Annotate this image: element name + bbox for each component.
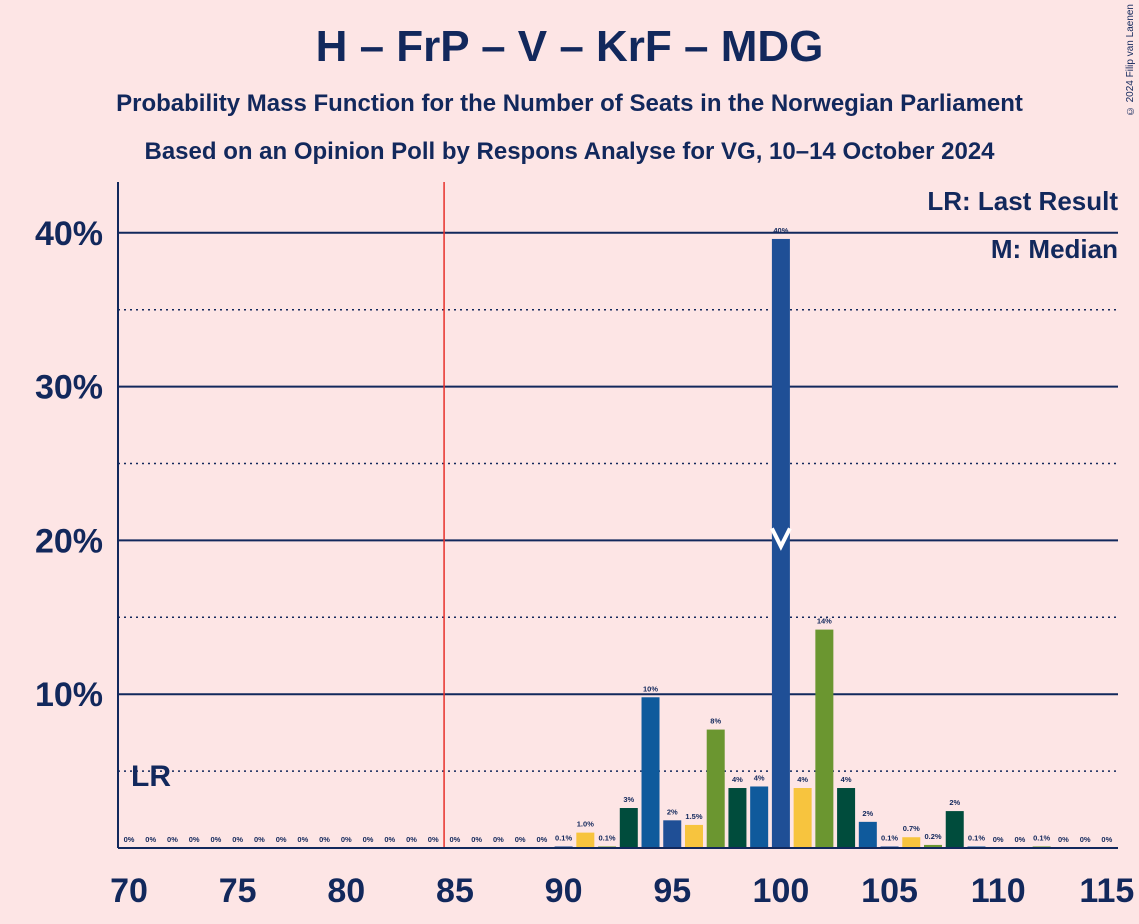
x-tick-label: 70 <box>110 872 148 910</box>
y-tick-label: 40% <box>35 215 103 253</box>
y-tick-label: 10% <box>35 676 103 714</box>
chart-title: H – FrP – V – KrF – MDG <box>315 22 824 71</box>
bar-label-72: 0% <box>167 835 178 844</box>
legend-median: M: Median <box>990 234 1118 264</box>
bar-label-76: 0% <box>254 835 265 844</box>
legend-last-result: LR: Last Result <box>927 186 1118 216</box>
bar-102 <box>815 629 834 848</box>
bar-label-101: 4% <box>797 775 808 784</box>
bar-label-96: 1.5% <box>685 812 702 821</box>
bar-label-107: 0.2% <box>924 832 941 841</box>
last-result-label: LR <box>131 760 171 793</box>
bar-label-90: 0.1% <box>555 833 572 842</box>
bar-label-81: 0% <box>363 835 374 844</box>
x-tick-label: 75 <box>219 872 257 910</box>
bar-label-108: 2% <box>949 798 960 807</box>
y-tick-label: 30% <box>35 369 103 407</box>
chart-subtitle-2: Based on an Opinion Poll by Respons Anal… <box>144 138 995 165</box>
bar-104 <box>858 821 877 848</box>
bar-label-113: 0% <box>1058 835 1069 844</box>
bar-label-111: 0% <box>1015 835 1026 844</box>
bar-label-94: 10% <box>643 684 658 693</box>
bar-label-77: 0% <box>276 835 287 844</box>
bar-label-109: 0.1% <box>968 833 985 842</box>
bar-label-98: 4% <box>732 775 743 784</box>
bar-label-92: 0.1% <box>599 833 616 842</box>
bar-106 <box>902 837 921 848</box>
bar-label-86: 0% <box>471 835 482 844</box>
bar-97 <box>706 729 725 848</box>
bar-label-85: 0% <box>450 835 461 844</box>
bar-label-82: 0% <box>384 835 395 844</box>
bar-label-74: 0% <box>210 835 221 844</box>
bar-label-83: 0% <box>406 835 417 844</box>
bar-label-88: 0% <box>515 835 526 844</box>
median-marker <box>770 527 792 551</box>
bar-label-112: 0.1% <box>1033 833 1050 842</box>
bar-98 <box>728 788 747 848</box>
x-tick-label: 95 <box>653 872 691 910</box>
bar-93 <box>619 808 638 848</box>
bar-label-71: 0% <box>145 835 156 844</box>
x-tick-label: 105 <box>861 872 918 910</box>
bar-94 <box>641 697 660 848</box>
bar-96 <box>684 824 703 848</box>
bar-label-102: 14% <box>817 617 832 626</box>
bar-108 <box>945 811 964 848</box>
bar-label-95: 2% <box>667 807 678 816</box>
bar-label-79: 0% <box>319 835 330 844</box>
bar-95 <box>663 820 682 848</box>
bar-label-110: 0% <box>993 835 1004 844</box>
bar-107 <box>924 844 943 848</box>
bar-label-78: 0% <box>297 835 308 844</box>
x-tick-label: 110 <box>971 872 1026 910</box>
bar-label-114: 0% <box>1080 835 1091 844</box>
bar-label-93: 3% <box>623 795 634 804</box>
chart-subtitle: Probability Mass Function for the Number… <box>116 90 1023 117</box>
x-tick-label: 85 <box>436 872 474 910</box>
bar-label-99: 4% <box>754 773 765 782</box>
bar-label-89: 0% <box>536 835 547 844</box>
y-tick-label: 20% <box>35 522 103 560</box>
x-tick-label: 90 <box>545 872 583 910</box>
bar-label-115: 0% <box>1101 835 1112 844</box>
bar-103 <box>837 788 856 848</box>
bar-label-84: 0% <box>428 835 439 844</box>
bar-label-100: 40% <box>773 226 788 235</box>
bar-91 <box>576 832 595 848</box>
bar-label-105: 0.1% <box>881 833 898 842</box>
bar-label-97: 8% <box>710 717 721 726</box>
bar-101 <box>793 788 812 848</box>
bar-label-91: 1.0% <box>577 820 594 829</box>
bar-99 <box>750 786 769 848</box>
bar-label-73: 0% <box>189 835 200 844</box>
bar-label-104: 2% <box>862 809 873 818</box>
bar-label-70: 0% <box>124 835 135 844</box>
x-tick-label: 115 <box>1079 872 1134 910</box>
x-tick-label: 100 <box>753 872 810 910</box>
bar-label-87: 0% <box>493 835 504 844</box>
bar-label-106: 0.7% <box>903 824 920 833</box>
bar-label-103: 4% <box>841 775 852 784</box>
bar-label-80: 0% <box>341 835 352 844</box>
x-tick-label: 80 <box>327 872 365 910</box>
bar-label-75: 0% <box>232 835 243 844</box>
